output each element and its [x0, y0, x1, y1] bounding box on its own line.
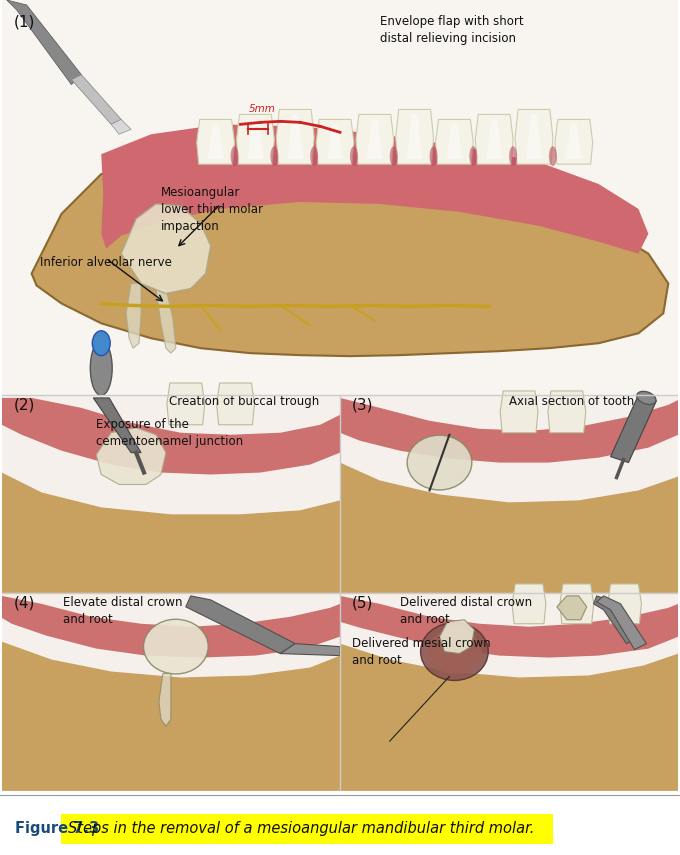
Ellipse shape: [637, 392, 656, 404]
Polygon shape: [112, 120, 131, 134]
Polygon shape: [512, 584, 546, 624]
Polygon shape: [566, 124, 581, 159]
Ellipse shape: [407, 435, 472, 490]
Polygon shape: [217, 383, 254, 425]
Ellipse shape: [231, 146, 239, 166]
Polygon shape: [31, 150, 668, 357]
Polygon shape: [167, 383, 205, 425]
Polygon shape: [407, 115, 422, 159]
Polygon shape: [186, 596, 295, 653]
Ellipse shape: [271, 146, 278, 166]
Polygon shape: [316, 120, 354, 164]
Text: Inferior alveolar nerve: Inferior alveolar nerve: [39, 256, 171, 268]
Polygon shape: [126, 284, 141, 348]
Polygon shape: [327, 124, 343, 159]
Polygon shape: [356, 115, 394, 164]
Polygon shape: [548, 391, 585, 433]
Polygon shape: [515, 109, 553, 164]
Polygon shape: [71, 74, 121, 124]
FancyBboxPatch shape: [61, 814, 553, 844]
Polygon shape: [560, 584, 594, 624]
Ellipse shape: [549, 146, 557, 166]
Polygon shape: [207, 124, 224, 159]
Ellipse shape: [390, 146, 398, 166]
Polygon shape: [596, 596, 647, 650]
Polygon shape: [2, 473, 340, 593]
Polygon shape: [7, 0, 82, 85]
Polygon shape: [2, 641, 340, 791]
Polygon shape: [97, 428, 166, 485]
Text: (2): (2): [14, 398, 35, 413]
Polygon shape: [2, 596, 340, 657]
Text: (3): (3): [352, 398, 373, 413]
Polygon shape: [594, 596, 639, 644]
Ellipse shape: [92, 331, 110, 356]
Polygon shape: [608, 584, 641, 624]
Text: (4): (4): [14, 596, 35, 610]
Polygon shape: [555, 120, 593, 164]
Polygon shape: [2, 398, 340, 475]
Polygon shape: [276, 109, 314, 164]
Text: Creation of buccal trough: Creation of buccal trough: [169, 395, 319, 408]
Polygon shape: [475, 115, 513, 164]
Ellipse shape: [469, 146, 477, 166]
Polygon shape: [121, 204, 211, 293]
Polygon shape: [287, 115, 303, 159]
Ellipse shape: [90, 341, 112, 396]
Ellipse shape: [350, 146, 358, 166]
Polygon shape: [340, 398, 678, 463]
Text: Mesioangular
lower third molar
impaction: Mesioangular lower third molar impaction: [161, 186, 263, 233]
Polygon shape: [396, 109, 434, 164]
Text: 5mm: 5mm: [248, 104, 275, 115]
Polygon shape: [156, 288, 176, 353]
Text: Delivered mesial crown
and root: Delivered mesial crown and root: [352, 637, 490, 667]
Polygon shape: [237, 115, 274, 164]
Ellipse shape: [143, 619, 208, 674]
Polygon shape: [340, 644, 678, 791]
Polygon shape: [447, 124, 462, 159]
Polygon shape: [439, 620, 474, 653]
Bar: [340, 395, 678, 593]
Text: (5): (5): [352, 596, 373, 610]
Polygon shape: [367, 120, 383, 159]
Text: Exposure of the
cementoenamel junction: Exposure of the cementoenamel junction: [97, 418, 243, 448]
Polygon shape: [280, 644, 340, 656]
Ellipse shape: [430, 146, 437, 166]
Text: Envelope flap with short
distal relieving incision: Envelope flap with short distal relievin…: [380, 15, 524, 45]
Polygon shape: [101, 124, 649, 254]
Polygon shape: [557, 596, 587, 620]
Bar: [2, 0, 678, 395]
Bar: [340, 593, 678, 791]
Polygon shape: [500, 391, 538, 433]
Polygon shape: [611, 395, 656, 463]
Polygon shape: [93, 398, 141, 452]
Ellipse shape: [420, 622, 488, 681]
Ellipse shape: [310, 146, 318, 166]
Polygon shape: [526, 115, 542, 159]
Ellipse shape: [427, 629, 481, 674]
Bar: [2, 593, 340, 791]
Polygon shape: [435, 120, 473, 164]
Polygon shape: [248, 120, 263, 159]
Polygon shape: [159, 674, 171, 726]
Text: Delivered distal crown
and root: Delivered distal crown and root: [400, 596, 532, 626]
Polygon shape: [486, 120, 502, 159]
Text: Elevate distal crown
and root: Elevate distal crown and root: [63, 596, 183, 626]
Text: Figure 7.3: Figure 7.3: [15, 822, 99, 836]
Text: Steps in the removal of a mesioangular mandibular third molar.: Steps in the removal of a mesioangular m…: [68, 822, 534, 836]
Text: (1): (1): [14, 15, 35, 30]
Bar: [2, 395, 340, 593]
Text: Axial section of tooth: Axial section of tooth: [509, 395, 634, 408]
Polygon shape: [340, 463, 678, 593]
Polygon shape: [197, 120, 235, 164]
Ellipse shape: [509, 146, 517, 166]
Polygon shape: [340, 596, 678, 657]
